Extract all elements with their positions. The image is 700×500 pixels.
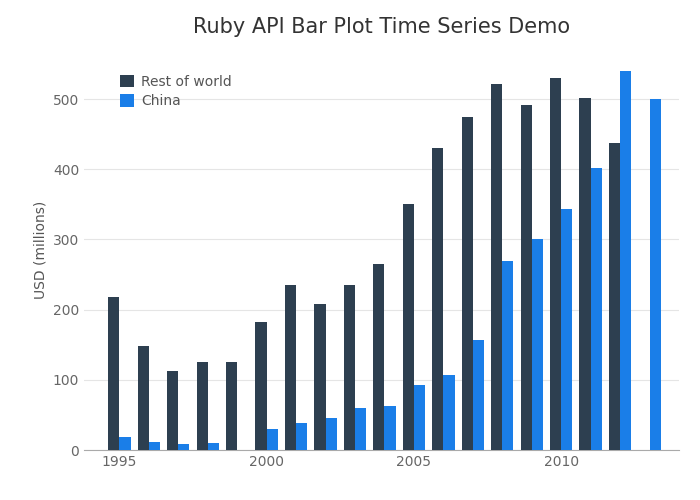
- Bar: [344, 285, 355, 450]
- Bar: [373, 264, 384, 450]
- Bar: [521, 104, 532, 450]
- Bar: [384, 406, 395, 450]
- Bar: [296, 424, 307, 450]
- Bar: [650, 99, 661, 450]
- Bar: [314, 304, 326, 450]
- Bar: [226, 362, 237, 450]
- Bar: [620, 71, 631, 450]
- Legend: Rest of world, China: Rest of world, China: [115, 69, 237, 114]
- Bar: [561, 210, 573, 450]
- Bar: [108, 297, 119, 450]
- Bar: [355, 408, 366, 450]
- Bar: [414, 384, 425, 450]
- Bar: [550, 78, 561, 450]
- Bar: [149, 442, 160, 450]
- Bar: [473, 340, 484, 450]
- Bar: [591, 168, 602, 450]
- Bar: [208, 443, 219, 450]
- Bar: [197, 362, 208, 450]
- Bar: [532, 240, 543, 450]
- Bar: [256, 322, 267, 450]
- Y-axis label: USD (millions): USD (millions): [33, 201, 47, 299]
- Bar: [178, 444, 190, 450]
- Bar: [503, 260, 514, 450]
- Bar: [402, 204, 414, 450]
- Title: Ruby API Bar Plot Time Series Demo: Ruby API Bar Plot Time Series Demo: [193, 18, 570, 38]
- Bar: [609, 142, 620, 450]
- Bar: [119, 438, 130, 450]
- Bar: [432, 148, 443, 450]
- Bar: [285, 285, 296, 450]
- Bar: [461, 116, 472, 450]
- Bar: [326, 418, 337, 450]
- Bar: [138, 346, 149, 450]
- Bar: [443, 375, 454, 450]
- Bar: [167, 372, 178, 450]
- Bar: [580, 98, 591, 450]
- Bar: [491, 84, 503, 450]
- Bar: [267, 429, 278, 450]
